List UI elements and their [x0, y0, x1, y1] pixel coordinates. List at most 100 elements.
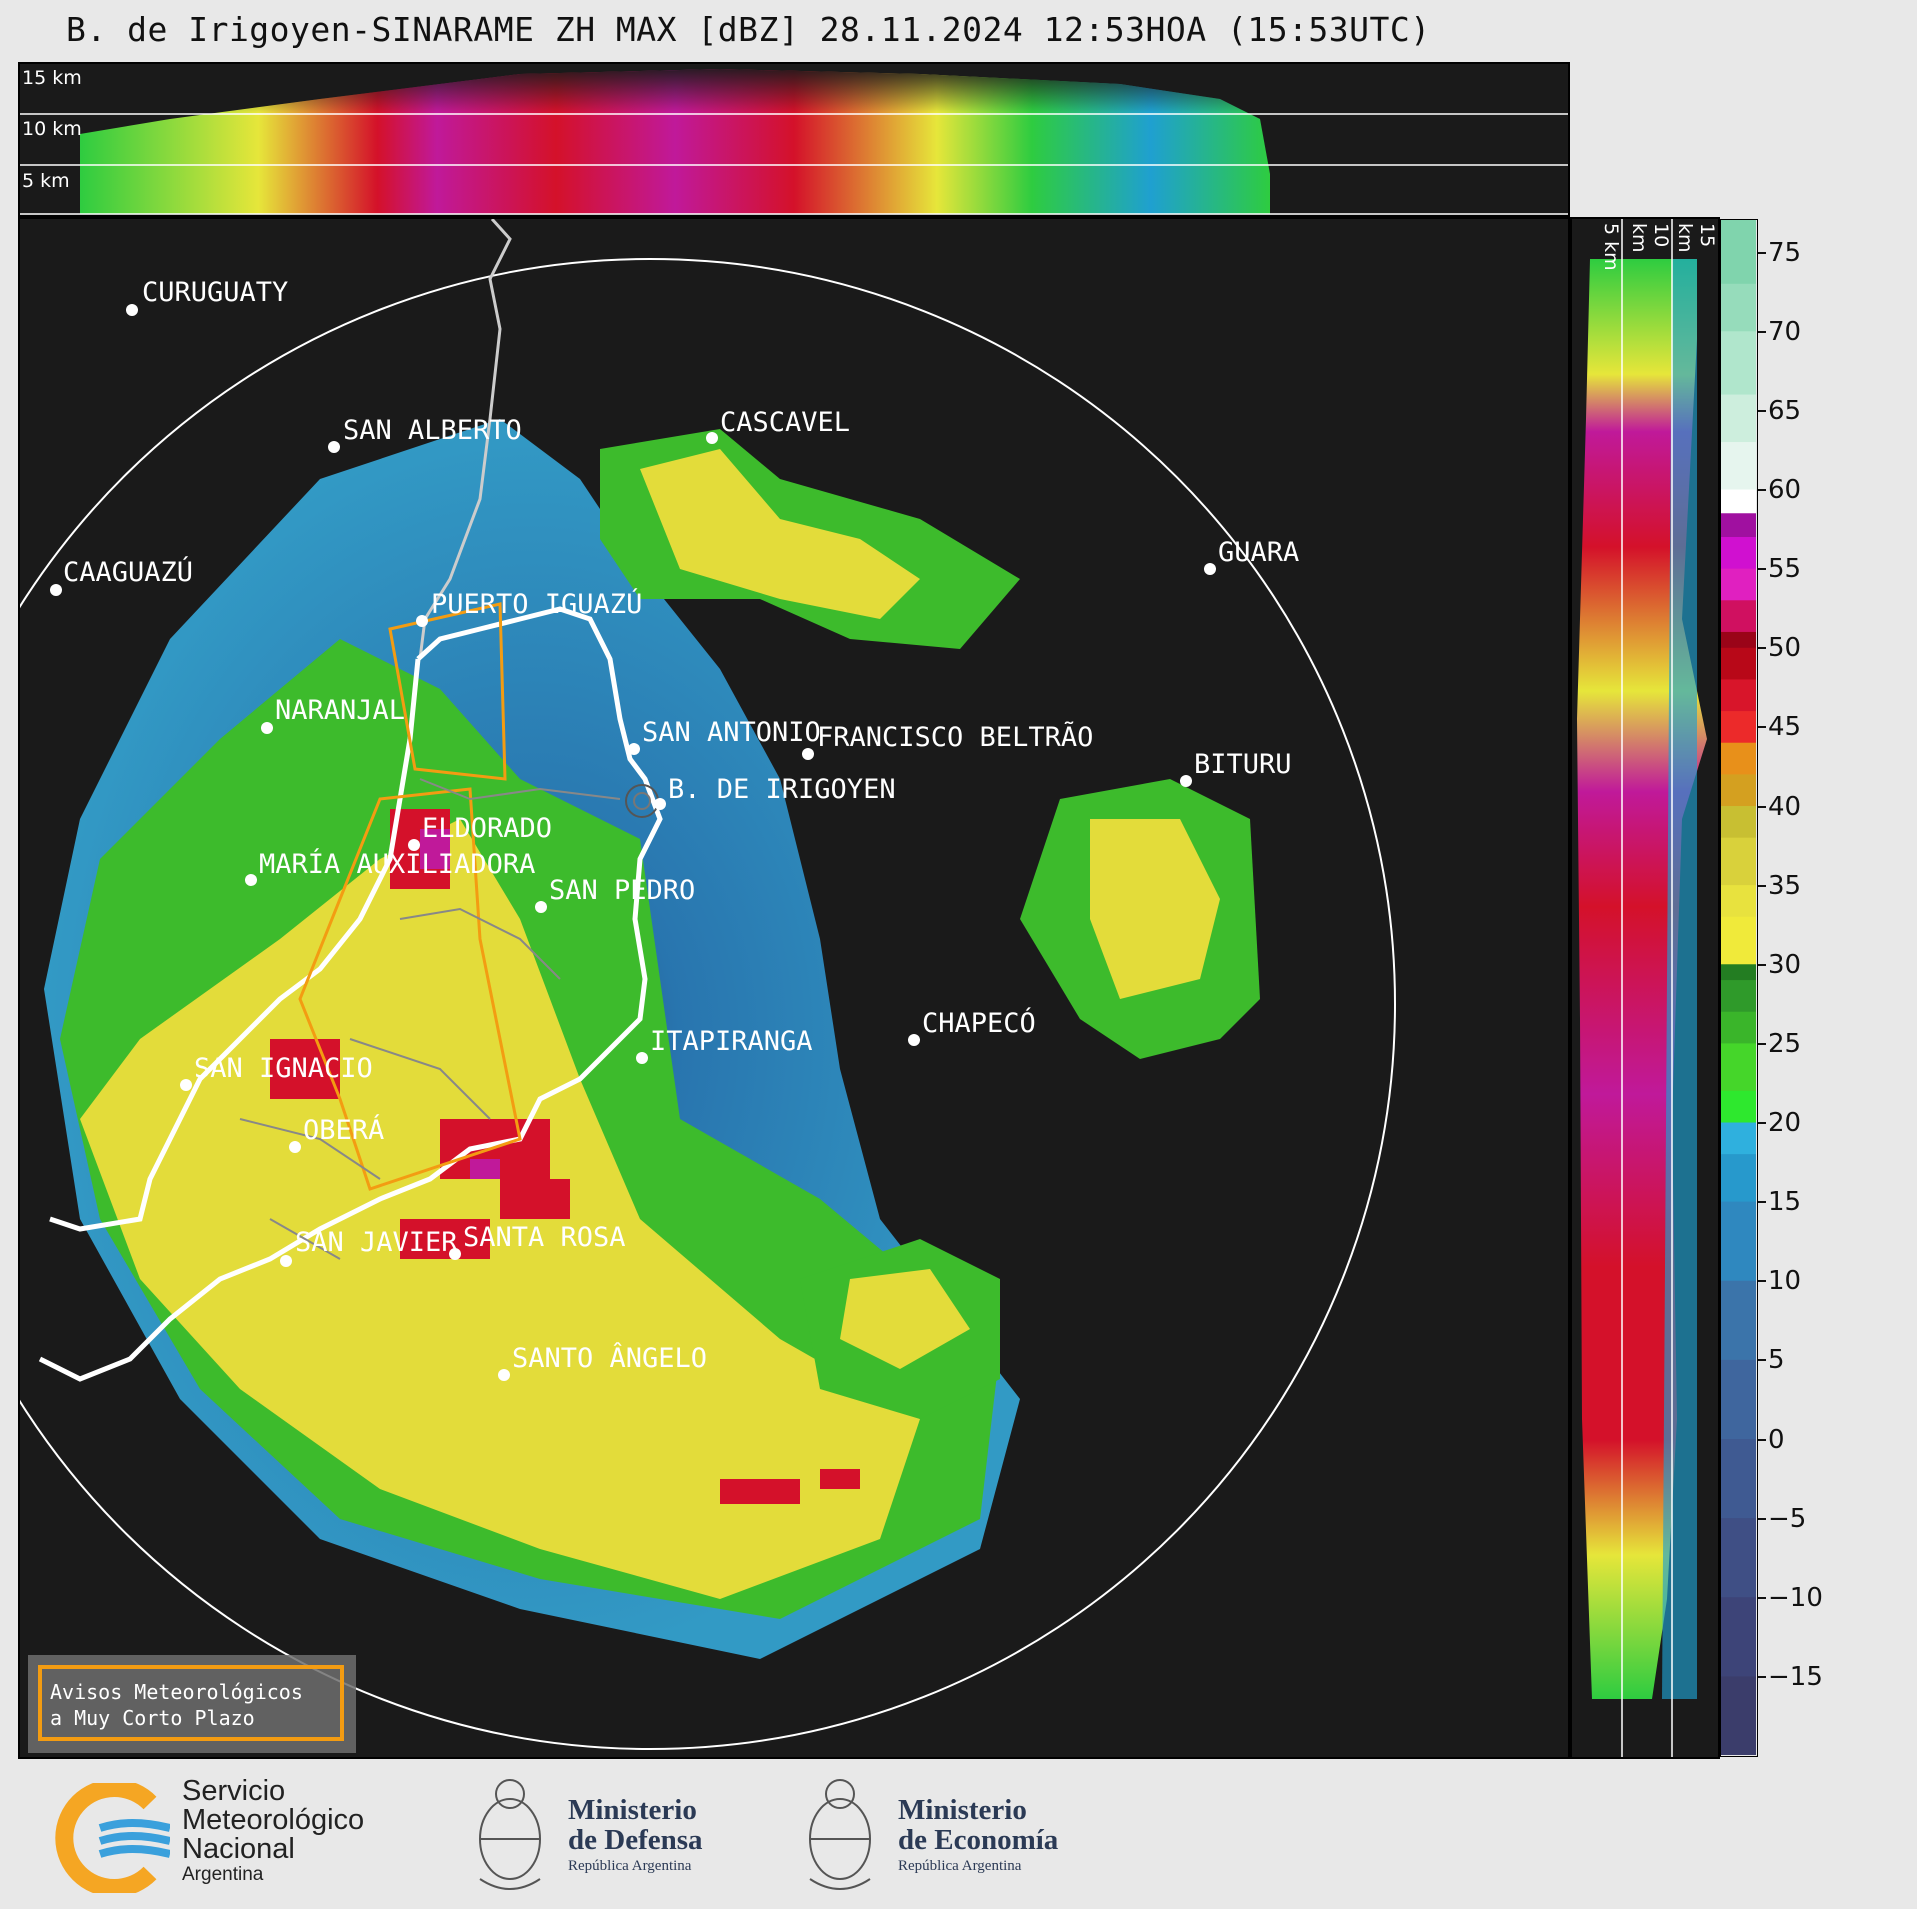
colorbar	[1720, 219, 1758, 1757]
colorbar-band	[1721, 1359, 1756, 1440]
colorbar-tick-mark	[1758, 1201, 1766, 1204]
city-dot-b-de-irigoyen	[654, 798, 666, 810]
top-cross-section: 15 km 10 km 5 km	[18, 62, 1570, 217]
city-label-obera: OBERÁ	[303, 1115, 385, 1146]
colorbar-tick-mark	[1758, 1675, 1766, 1678]
colorbar-band	[1721, 1042, 1756, 1091]
colorbar-band	[1721, 631, 1756, 648]
colorbar-tick-mark	[1758, 568, 1766, 571]
colorbar-band	[1721, 678, 1756, 712]
colorbar-band	[1721, 536, 1756, 569]
colorbar-band	[1721, 330, 1756, 395]
city-label-san-alberto: SAN ALBERTO	[343, 415, 522, 446]
smn-line-1: Servicio	[182, 1775, 286, 1807]
colorbar-band	[1721, 1280, 1756, 1360]
city-label-san-ignacio: SAN IGNACIO	[194, 1053, 373, 1084]
right-cross-section: 5 km 10 km 15 km	[1570, 217, 1720, 1759]
radar-map: CURUGUATY SAN ALBERTO CASCAVEL CAAGUAZÚ …	[18, 217, 1570, 1759]
colorbar-band	[1721, 647, 1756, 680]
colorbar-tick-mark	[1758, 884, 1766, 887]
colorbar-band	[1721, 837, 1756, 886]
colorbar-band	[1721, 805, 1756, 838]
colorbar-tick-mark	[1758, 1517, 1766, 1520]
right-alt-label-10: 10 km	[1628, 223, 1672, 253]
city-label-santo-angelo: SANTO ÂNGELO	[512, 1343, 708, 1374]
footer: Servicio Meteorológico Nacional Argentin…	[0, 1759, 1917, 1909]
defensa-line-2: de Defensa	[568, 1824, 703, 1856]
smn-logo-text: Servicio Meteorológico Nacional Argentin…	[182, 1777, 364, 1886]
colorbar-band	[1721, 1438, 1756, 1519]
colorbar-tick-label: 25	[1768, 1028, 1802, 1059]
city-dot-bituru	[1180, 775, 1192, 787]
colorbar-band	[1721, 1517, 1756, 1598]
city-label-cascavel: CASCAVEL	[720, 407, 851, 438]
avisos-line-2: a Muy Corto Plazo	[50, 1706, 255, 1730]
colorbar-graphic	[1721, 220, 1756, 1756]
colorbar-band	[1721, 1596, 1756, 1677]
smn-logo-icon	[55, 1783, 170, 1893]
colorbar-band	[1721, 283, 1756, 332]
right-alt-label-15: 15 km	[1674, 223, 1718, 253]
colorbar-tick-mark	[1758, 330, 1766, 333]
colorbar-band	[1721, 979, 1756, 1012]
city-dot-obera	[289, 1141, 301, 1153]
colorbar-tick-mark	[1758, 489, 1766, 492]
city-dot-itapiranga	[636, 1052, 648, 1064]
city-label-chapeco: CHAPECÓ	[922, 1008, 1036, 1039]
colorbar-tick-label: 65	[1768, 395, 1802, 426]
city-label-guara: GUARA	[1218, 537, 1300, 568]
colorbar-tick-mark	[1758, 1280, 1766, 1283]
city-dot-san-alberto	[328, 441, 340, 453]
top-cross-section-graphic	[20, 69, 1568, 215]
colorbar-tick-mark	[1758, 805, 1766, 808]
avisos-box[interactable]: Avisos Meteorológicos a Muy Corto Plazo	[28, 1655, 356, 1753]
colorbar-tick-mark	[1758, 1596, 1766, 1599]
colorbar-tick-mark	[1758, 726, 1766, 729]
colorbar-band	[1721, 916, 1756, 965]
smn-line-2: Meteorológico	[182, 1804, 365, 1836]
colorbar-band	[1721, 1090, 1756, 1123]
colorbar-tick-mark	[1758, 963, 1766, 966]
smn-line-3: Nacional	[182, 1833, 295, 1865]
colorbar-band	[1721, 963, 1756, 981]
defensa-line-3: República Argentina	[568, 1858, 692, 1874]
colorbar-band	[1721, 710, 1756, 743]
economia-text: Ministerio de Economía República Argenti…	[898, 1795, 1058, 1877]
right-cross-section-graphic	[1577, 219, 1707, 1757]
colorbar-tick-label: −5	[1768, 1503, 1807, 1534]
colorbar-tick-mark	[1758, 1042, 1766, 1045]
top-alt-label-5: 5 km	[22, 170, 70, 192]
city-dot-maria-auxiliadora	[245, 874, 257, 886]
defensa-line-1: Ministerio	[568, 1794, 697, 1826]
colorbar-tick-mark	[1758, 1438, 1766, 1441]
smn-line-4: Argentina	[182, 1864, 264, 1885]
economia-line-3: República Argentina	[898, 1858, 1022, 1874]
city-dot-chapeco	[908, 1034, 920, 1046]
right-alt-label-5: 5 km	[1600, 223, 1622, 271]
colorbar-tick-label: −15	[1768, 1661, 1823, 1692]
colorbar-tick-label: 40	[1768, 791, 1802, 822]
city-label-eldorado: ELDORADO	[422, 813, 553, 844]
top-alt-label-15: 15 km	[22, 67, 82, 89]
city-dot-san-javier	[280, 1255, 292, 1267]
coat-of-arms-icon	[479, 1779, 541, 1890]
colorbar-tick-label: 20	[1768, 1108, 1802, 1138]
radar-map-graphic	[20, 219, 1396, 1750]
colorbar-band	[1721, 1201, 1756, 1281]
colorbar-tick-label: 75	[1768, 237, 1802, 268]
avisos-box-frame: Avisos Meteorológicos a Muy Corto Plazo	[38, 1665, 344, 1741]
colorbar-band	[1721, 773, 1756, 807]
colorbar-band	[1721, 599, 1756, 632]
chart-title: B. de Irigoyen-SINARAME ZH MAX [dBZ] 28.…	[66, 10, 1431, 49]
colorbar-tick-label: −10	[1768, 1582, 1823, 1613]
city-label-naranjal: NARANJAL	[275, 695, 406, 726]
avisos-line-1: Avisos Meteorológicos	[50, 1680, 303, 1704]
colorbar-tick-label: 55	[1768, 554, 1802, 585]
city-dot-caaguazu	[50, 584, 62, 596]
city-label-puerto-iguazu: PUERTO IGUAZÚ	[431, 589, 643, 620]
colorbar-tick-label: 0	[1768, 1424, 1785, 1455]
city-dot-curuguaty	[126, 304, 138, 316]
colorbar-tick-mark	[1758, 647, 1766, 650]
city-label-maria-auxiliadora: MARÍA AUXILIADORA	[259, 849, 536, 880]
city-dot-san-ignacio	[180, 1079, 192, 1091]
